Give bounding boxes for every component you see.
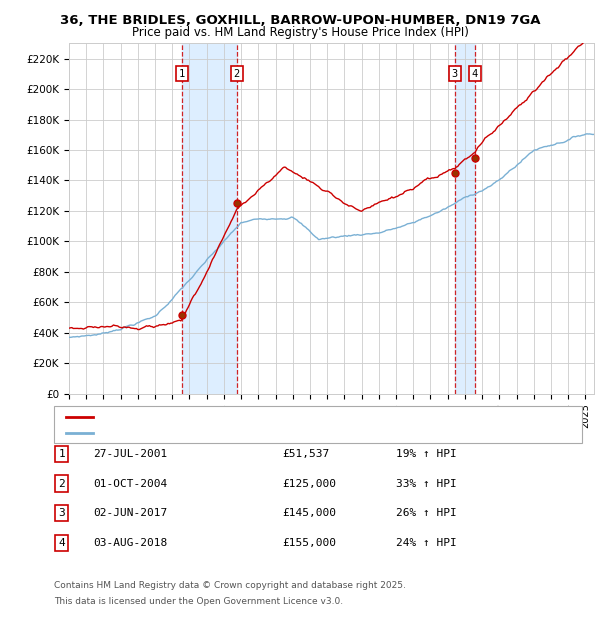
Text: 1: 1 (179, 69, 185, 79)
Text: £125,000: £125,000 (282, 479, 336, 489)
Text: This data is licensed under the Open Government Licence v3.0.: This data is licensed under the Open Gov… (54, 597, 343, 606)
Text: 1: 1 (58, 449, 65, 459)
Text: 26% ↑ HPI: 26% ↑ HPI (396, 508, 457, 518)
Text: 3: 3 (452, 69, 458, 79)
Text: 03-AUG-2018: 03-AUG-2018 (93, 538, 167, 548)
Text: 01-OCT-2004: 01-OCT-2004 (93, 479, 167, 489)
Text: 27-JUL-2001: 27-JUL-2001 (93, 449, 167, 459)
Text: £51,537: £51,537 (282, 449, 329, 459)
Bar (182, 43, 237, 394)
Text: Contains HM Land Registry data © Crown copyright and database right 2025.: Contains HM Land Registry data © Crown c… (54, 581, 406, 590)
Text: 4: 4 (58, 538, 65, 548)
Text: HPI: Average price, semi-detached house, North Lincolnshire: HPI: Average price, semi-detached house,… (99, 428, 396, 438)
Text: 2: 2 (58, 479, 65, 489)
Text: 33% ↑ HPI: 33% ↑ HPI (396, 479, 457, 489)
Text: £145,000: £145,000 (282, 508, 336, 518)
Text: 36, THE BRIDLES, GOXHILL, BARROW-UPON-HUMBER, DN19 7GA: 36, THE BRIDLES, GOXHILL, BARROW-UPON-HU… (60, 14, 540, 27)
Bar (455, 43, 475, 394)
Text: 2: 2 (234, 69, 240, 79)
Text: £155,000: £155,000 (282, 538, 336, 548)
Text: 24% ↑ HPI: 24% ↑ HPI (396, 538, 457, 548)
Text: 4: 4 (472, 69, 478, 79)
Text: Price paid vs. HM Land Registry's House Price Index (HPI): Price paid vs. HM Land Registry's House … (131, 26, 469, 39)
Text: 3: 3 (58, 508, 65, 518)
Text: 19% ↑ HPI: 19% ↑ HPI (396, 449, 457, 459)
Text: 36, THE BRIDLES, GOXHILL, BARROW-UPON-HUMBER, DN19 7GA (semi-detached house): 36, THE BRIDLES, GOXHILL, BARROW-UPON-HU… (99, 412, 532, 422)
Text: 02-JUN-2017: 02-JUN-2017 (93, 508, 167, 518)
